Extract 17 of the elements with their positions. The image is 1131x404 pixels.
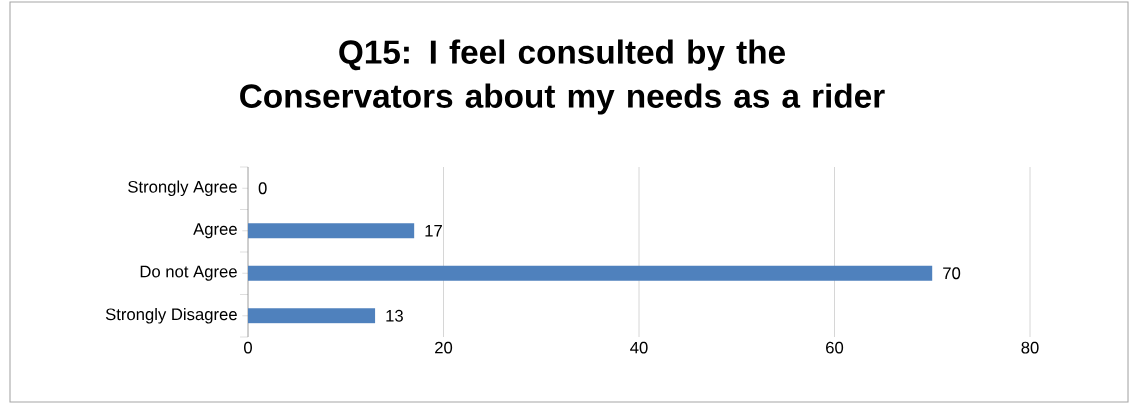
y-tick-label: Strongly Disagree (105, 307, 237, 324)
y-tick-label: Do not Agree (140, 265, 237, 281)
y-tick-label: Strongly Agree (128, 180, 237, 197)
bar (248, 223, 415, 239)
x-tick-label: 60 (826, 341, 844, 354)
data-label: 17 (425, 225, 442, 237)
data-label: 70 (943, 267, 961, 280)
bar (248, 265, 933, 281)
x-tick-label: 40 (630, 341, 648, 354)
x-tick-label: 20 (435, 341, 453, 354)
chart-title: Q15: I feel consulted by the Conservators about my needs as a rider (240, 39, 885, 115)
x-tick-label: 80 (1021, 341, 1039, 354)
data-label: 13 (386, 309, 403, 322)
x-tick-label: 0 (244, 341, 252, 354)
y-tick-label: Agree (193, 223, 237, 239)
data-label: 0 (258, 182, 267, 195)
bar (248, 308, 376, 324)
